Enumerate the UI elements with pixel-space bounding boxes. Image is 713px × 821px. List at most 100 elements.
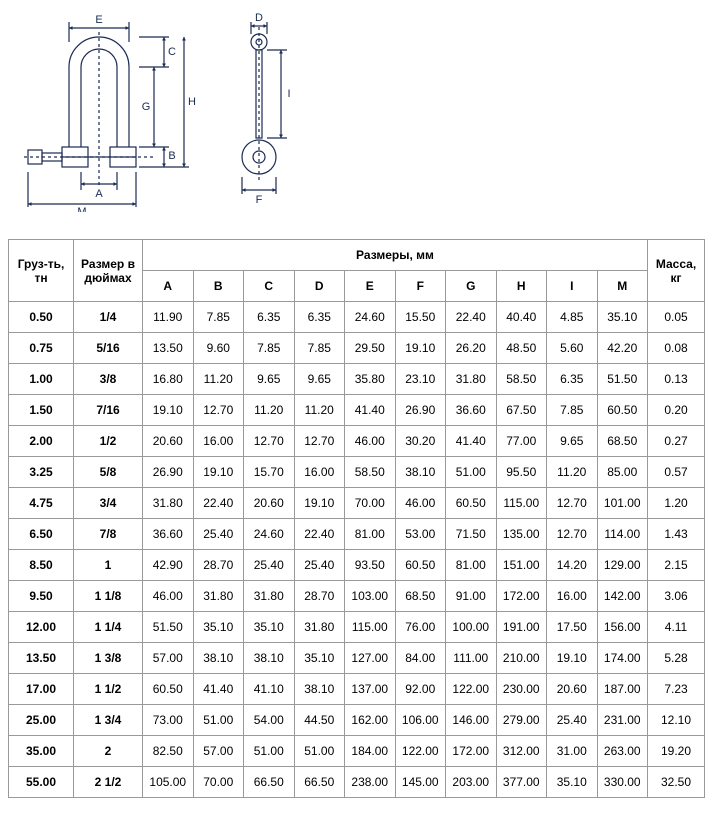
cell-D: 51.00 [294, 736, 345, 767]
header-mass: Масса, кг [648, 240, 705, 302]
cell-M: 129.00 [597, 550, 648, 581]
cell-H: 377.00 [496, 767, 547, 798]
cell-mass: 1.20 [648, 488, 705, 519]
cell-G: 111.00 [446, 643, 497, 674]
cell-H: 48.50 [496, 333, 547, 364]
cell-inch: 1/2 [74, 426, 143, 457]
cell-load: 9.50 [9, 581, 74, 612]
cell-F: 60.50 [395, 550, 446, 581]
cell-C: 24.60 [244, 519, 295, 550]
cell-M: 330.00 [597, 767, 648, 798]
cell-M: 142.00 [597, 581, 648, 612]
cell-inch: 7/16 [74, 395, 143, 426]
cell-H: 210.00 [496, 643, 547, 674]
cell-C: 35.10 [244, 612, 295, 643]
cell-mass: 4.11 [648, 612, 705, 643]
cell-mass: 12.10 [648, 705, 705, 736]
cell-B: 16.00 [193, 426, 244, 457]
cell-F: 15.50 [395, 302, 446, 333]
cell-G: 100.00 [446, 612, 497, 643]
cell-D: 6.35 [294, 302, 345, 333]
cell-E: 24.60 [345, 302, 396, 333]
cell-C: 7.85 [244, 333, 295, 364]
cell-load: 0.50 [9, 302, 74, 333]
cell-C: 15.70 [244, 457, 295, 488]
cell-E: 238.00 [345, 767, 396, 798]
cell-load: 12.00 [9, 612, 74, 643]
cell-E: 46.00 [345, 426, 396, 457]
header-col-C: C [244, 271, 295, 302]
cell-D: 19.10 [294, 488, 345, 519]
cell-D: 35.10 [294, 643, 345, 674]
cell-inch: 2 [74, 736, 143, 767]
cell-A: 36.60 [143, 519, 194, 550]
cell-I: 35.10 [547, 767, 598, 798]
cell-A: 73.00 [143, 705, 194, 736]
cell-E: 29.50 [345, 333, 396, 364]
cell-F: 145.00 [395, 767, 446, 798]
cell-C: 9.65 [244, 364, 295, 395]
cell-inch: 1 3/8 [74, 643, 143, 674]
table-body: 0.501/411.907.856.356.3524.6015.5022.404… [9, 302, 705, 798]
cell-H: 151.00 [496, 550, 547, 581]
cell-B: 31.80 [193, 581, 244, 612]
svg-text:M: M [77, 206, 86, 212]
cell-mass: 0.27 [648, 426, 705, 457]
cell-A: 20.60 [143, 426, 194, 457]
cell-B: 38.10 [193, 643, 244, 674]
cell-G: 122.00 [446, 674, 497, 705]
table-row: 0.755/1613.509.607.857.8529.5019.1026.20… [9, 333, 705, 364]
cell-inch: 1/4 [74, 302, 143, 333]
cell-M: 35.10 [597, 302, 648, 333]
cell-mass: 2.15 [648, 550, 705, 581]
cell-I: 19.10 [547, 643, 598, 674]
cell-M: 263.00 [597, 736, 648, 767]
cell-F: 106.00 [395, 705, 446, 736]
cell-I: 17.50 [547, 612, 598, 643]
table-row: 55.002 1/2105.0070.0066.5066.50238.00145… [9, 767, 705, 798]
cell-load: 1.50 [9, 395, 74, 426]
cell-I: 25.40 [547, 705, 598, 736]
cell-A: 16.80 [143, 364, 194, 395]
cell-H: 77.00 [496, 426, 547, 457]
cell-A: 82.50 [143, 736, 194, 767]
cell-I: 11.20 [547, 457, 598, 488]
cell-F: 30.20 [395, 426, 446, 457]
cell-C: 38.10 [244, 643, 295, 674]
cell-H: 191.00 [496, 612, 547, 643]
header-col-A: A [143, 271, 194, 302]
cell-D: 12.70 [294, 426, 345, 457]
cell-E: 35.80 [345, 364, 396, 395]
cell-mass: 0.13 [648, 364, 705, 395]
cell-D: 31.80 [294, 612, 345, 643]
cell-B: 19.10 [193, 457, 244, 488]
svg-text:C: C [168, 46, 176, 58]
cell-M: 187.00 [597, 674, 648, 705]
cell-C: 6.35 [244, 302, 295, 333]
cell-M: 51.50 [597, 364, 648, 395]
table-row: 13.501 3/857.0038.1038.1035.10127.0084.0… [9, 643, 705, 674]
cell-load: 17.00 [9, 674, 74, 705]
cell-load: 1.00 [9, 364, 74, 395]
cell-E: 184.00 [345, 736, 396, 767]
cell-I: 7.85 [547, 395, 598, 426]
cell-F: 122.00 [395, 736, 446, 767]
header-col-G: G [446, 271, 497, 302]
cell-M: 114.00 [597, 519, 648, 550]
cell-inch: 3/4 [74, 488, 143, 519]
table-row: 3.255/826.9019.1015.7016.0058.5038.1051.… [9, 457, 705, 488]
cell-E: 93.50 [345, 550, 396, 581]
cell-load: 8.50 [9, 550, 74, 581]
cell-D: 25.40 [294, 550, 345, 581]
cell-inch: 1 1/2 [74, 674, 143, 705]
cell-B: 11.20 [193, 364, 244, 395]
cell-I: 4.85 [547, 302, 598, 333]
cell-B: 12.70 [193, 395, 244, 426]
cell-load: 3.25 [9, 457, 74, 488]
cell-A: 19.10 [143, 395, 194, 426]
header-inch: Размер в дюймах [74, 240, 143, 302]
cell-G: 41.40 [446, 426, 497, 457]
table-row: 6.507/836.6025.4024.6022.4081.0053.0071.… [9, 519, 705, 550]
cell-mass: 0.20 [648, 395, 705, 426]
cell-H: 58.50 [496, 364, 547, 395]
